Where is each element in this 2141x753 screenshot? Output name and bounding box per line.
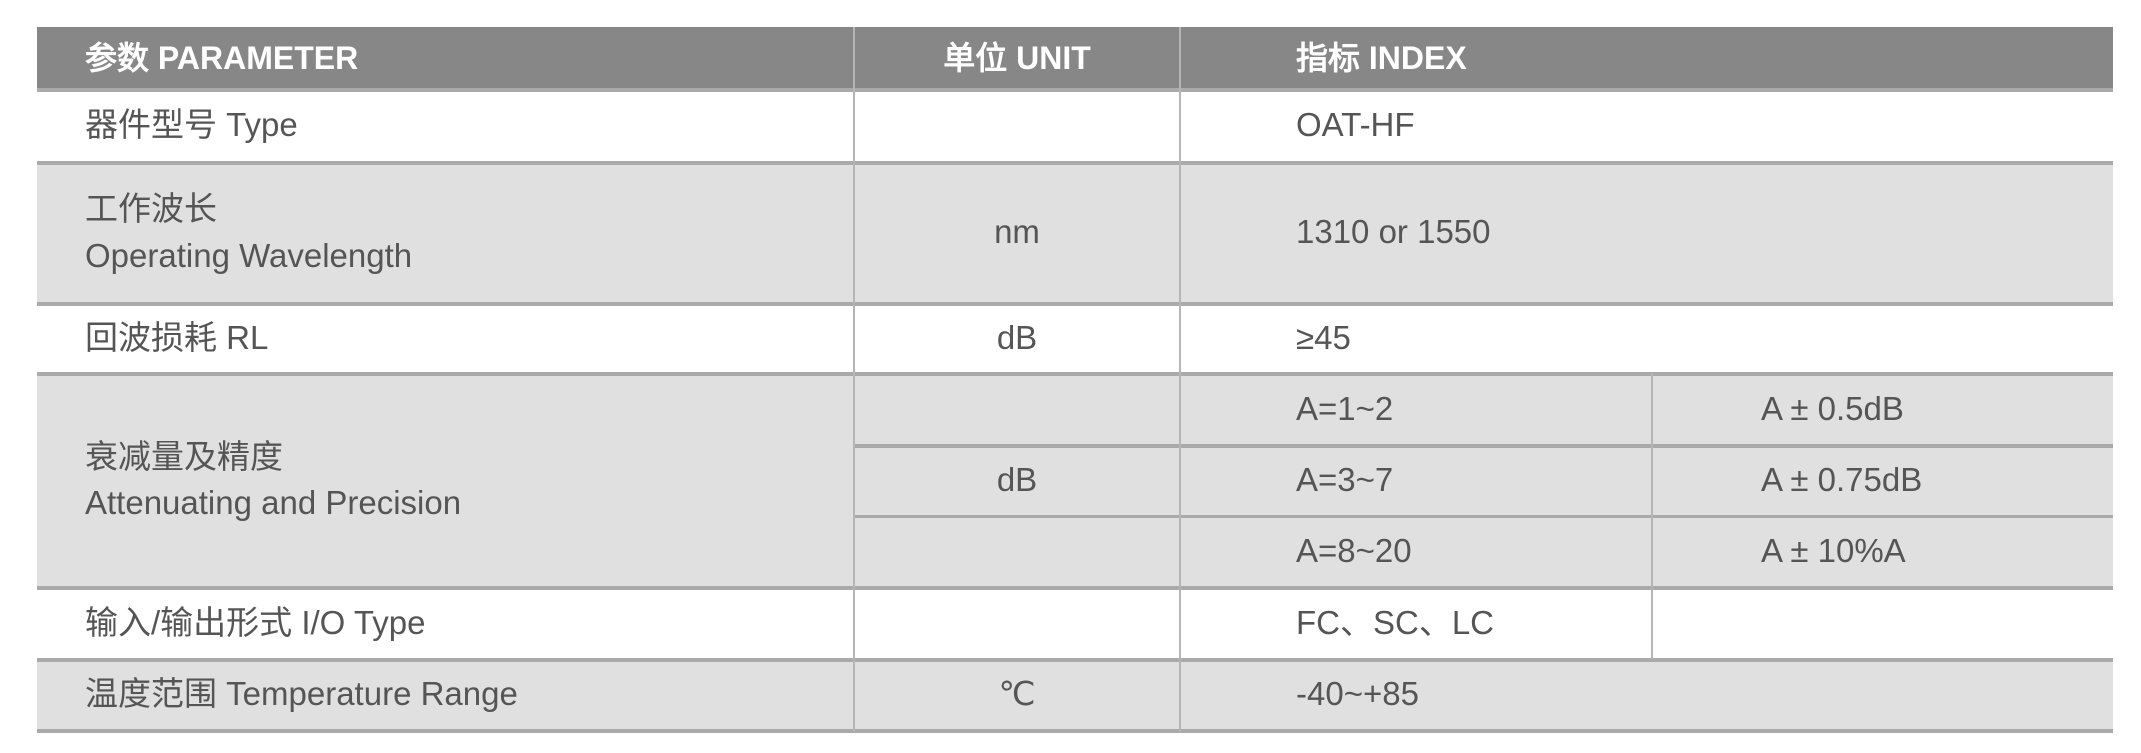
range-value: A=3~7 [1296, 461, 1394, 499]
row-divider [37, 372, 2113, 376]
row-wavelength-index: 1310 or 1550 [1180, 162, 2113, 303]
row-attenuation-param: 衰减量及精度 Attenuating and Precision [37, 373, 854, 587]
atten-range-2: A=3~7 [1180, 445, 1652, 516]
header-index-label: 指标 INDEX [1296, 39, 1467, 76]
row-type-unit [854, 89, 1180, 162]
row-io-index: FC、SC、LC [1180, 587, 2113, 659]
unit-label: dB [996, 460, 1038, 498]
index-value: 1310 or 1550 [1296, 213, 1491, 251]
atten-precision-3: A ± 10%A [1652, 516, 2113, 587]
precision-value: A ± 10%A [1761, 532, 1906, 570]
atten-precision-1: A ± 0.5dB [1652, 373, 2113, 445]
header-parameter: 参数 PARAMETER [37, 27, 854, 89]
range-value: A=1~2 [1296, 389, 1394, 427]
atten-range-1: A=1~2 [1180, 373, 1652, 445]
row-divider [37, 658, 2113, 662]
row-attenuation-unit: dB [854, 373, 1180, 587]
row-rl-param: 回波损耗 RL [37, 303, 854, 373]
atten-range-3: A=8~20 [1180, 516, 1652, 587]
param-label-en: Attenuating and Precision [85, 484, 462, 521]
index-value: OAT-HF [1296, 106, 1415, 144]
index-value: -40~+85 [1296, 675, 1419, 713]
row-divider [37, 88, 2113, 92]
row-divider [37, 586, 2113, 590]
row-rl-index: ≥45 [1180, 303, 2113, 373]
precision-value: A ± 0.75dB [1761, 461, 1923, 499]
subrow-divider [854, 515, 2113, 518]
param-label: 输入/输出形式 I/O Type [85, 603, 426, 641]
row-io-param: 输入/输出形式 I/O Type [37, 587, 854, 659]
precision-value: A ± 0.5dB [1761, 389, 1904, 427]
row-io-unit [854, 587, 1180, 659]
column-divider [1651, 373, 1653, 659]
header-parameter-label: 参数 PARAMETER [85, 39, 359, 76]
index-value: ≥45 [1296, 318, 1351, 356]
unit-label: ℃ [998, 675, 1036, 713]
header-unit: 单位 UNIT [854, 27, 1180, 89]
param-label-cn: 工作波长 [85, 190, 217, 228]
header-index: 指标 INDEX [1180, 27, 2113, 89]
column-divider [853, 27, 855, 732]
subrow-divider [854, 444, 2113, 448]
param-label: 温度范围 Temperature Range [85, 675, 518, 713]
column-divider [1179, 27, 1181, 732]
index-value: FC、SC、LC [1296, 603, 1495, 641]
row-wavelength-param: 工作波长 Operating Wavelength [37, 162, 854, 303]
param-label-en: Operating Wavelength [85, 236, 413, 274]
param-label-cn: 衰减量及精度 [85, 437, 283, 475]
row-rl-unit: dB [854, 303, 1180, 373]
row-type-param: 器件型号 Type [37, 89, 854, 162]
unit-label: nm [994, 213, 1040, 251]
header-unit-label: 单位 UNIT [943, 39, 1091, 76]
row-type-index: OAT-HF [1180, 89, 2113, 162]
row-wavelength-unit: nm [854, 162, 1180, 303]
row-divider [37, 302, 2113, 306]
atten-precision-2: A ± 0.75dB [1652, 445, 2113, 516]
unit-label: dB [996, 318, 1038, 356]
range-value: A=8~20 [1296, 532, 1412, 570]
row-temp-unit: ℃ [854, 659, 1180, 730]
row-divider [37, 729, 2113, 733]
param-label: 器件型号 Type [85, 106, 298, 144]
row-temp-param: 温度范围 Temperature Range [37, 659, 854, 730]
row-temp-index: -40~+85 [1180, 659, 2113, 730]
row-divider [37, 161, 2113, 165]
param-label: 回波损耗 RL [85, 318, 269, 356]
